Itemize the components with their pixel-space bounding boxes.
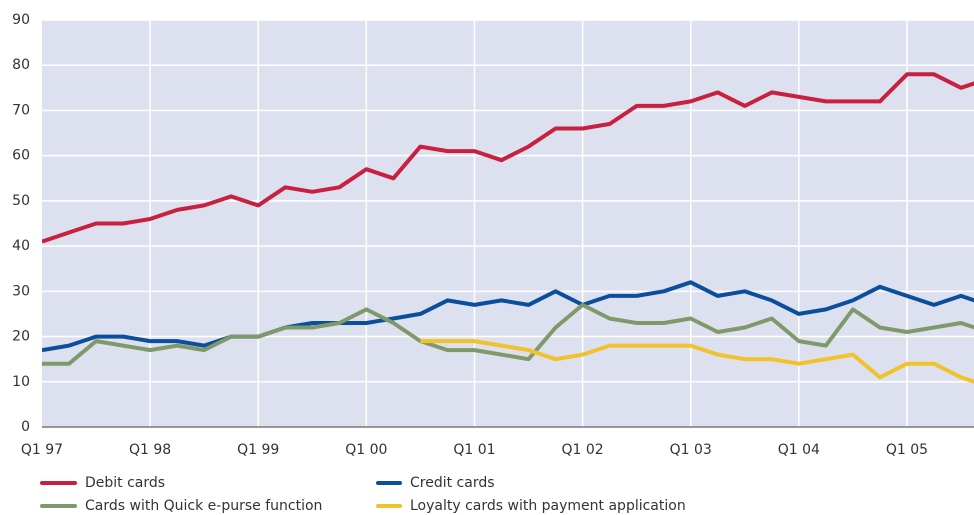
- x-tick-label: Q1 97: [21, 442, 63, 458]
- series-line: [420, 339, 974, 384]
- legend-label: Loyalty cards with payment application: [410, 498, 686, 514]
- x-tick-label: Q1 01: [453, 442, 495, 458]
- x-tick-label: Q1 05: [886, 442, 928, 458]
- x-tick-label: Q1 98: [129, 442, 171, 458]
- plot-area: [42, 20, 974, 427]
- x-tick-label: Q1 03: [670, 442, 712, 458]
- y-tick-label: 20: [12, 329, 30, 345]
- y-tick-label: 40: [12, 238, 30, 254]
- series-line: [42, 280, 974, 353]
- y-tick-label: 70: [12, 102, 30, 118]
- legend-label: Credit cards: [410, 475, 495, 491]
- legend-label: Cards with Quick e-purse function: [85, 498, 322, 514]
- y-tick-label: 90: [12, 12, 30, 28]
- x-tick-label: Q1 04: [778, 442, 820, 458]
- y-tick-label: 30: [12, 283, 30, 299]
- y-tick-label: 0: [21, 419, 30, 435]
- y-tick-label: 60: [12, 148, 30, 164]
- series-line: [42, 302, 974, 366]
- legend-label: Debit cards: [85, 475, 165, 491]
- x-tick-label: Q1 00: [345, 442, 387, 458]
- x-tick-label: Q1 99: [237, 442, 279, 458]
- y-tick-label: 80: [12, 57, 30, 73]
- y-tick-label: 10: [12, 374, 30, 390]
- x-tick-label: Q1 02: [561, 442, 603, 458]
- y-tick-label: 50: [12, 193, 30, 209]
- series-line: [42, 72, 974, 244]
